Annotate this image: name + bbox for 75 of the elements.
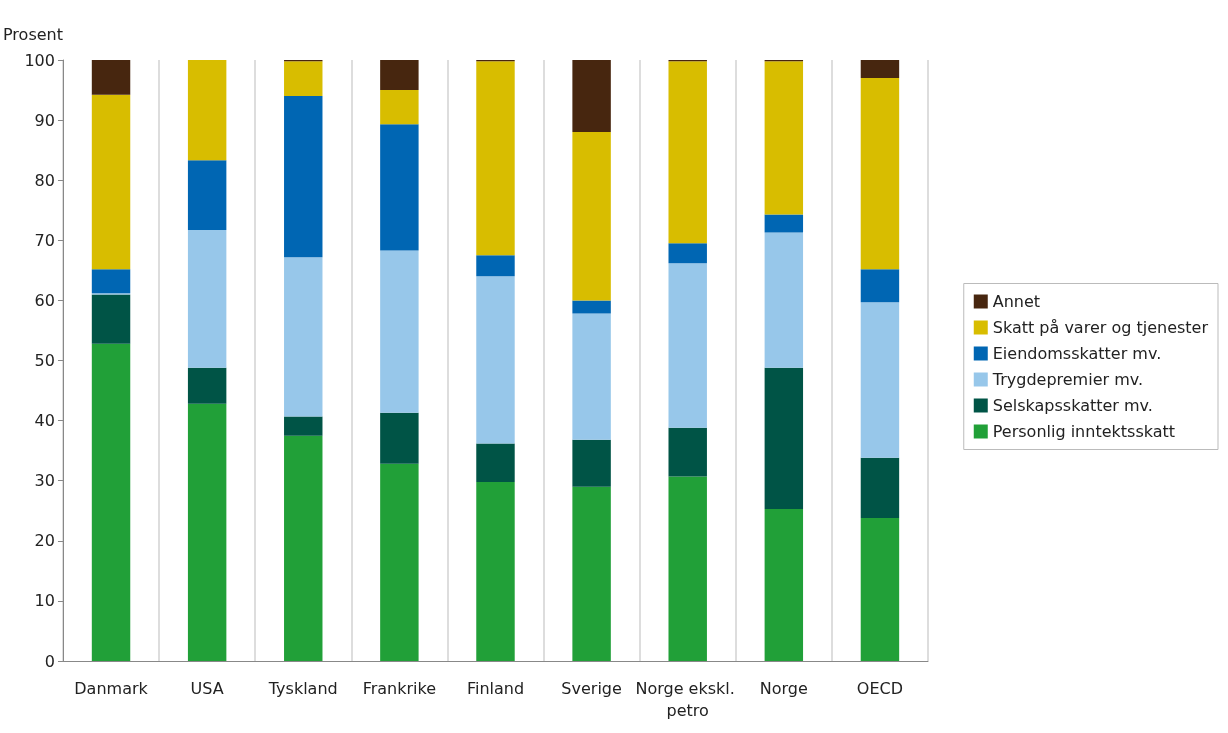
bar (764, 367, 804, 509)
x-tick-label: Norge ekskl. petro (635, 678, 740, 720)
bar (380, 463, 419, 661)
bar (764, 232, 804, 368)
bar (284, 257, 323, 417)
y-axis-title: Prosent (2, 24, 63, 44)
bar (284, 416, 323, 436)
bar (380, 90, 419, 125)
x-tick-label: USA (190, 678, 224, 698)
bar (380, 124, 419, 251)
x-tick-label: Sverige (561, 678, 622, 698)
y-tick-label: 70 (34, 230, 55, 250)
legend-label: Eiendomsskatter mv. (992, 344, 1162, 363)
y-tick-label: 10 (34, 591, 55, 611)
bar (764, 214, 804, 233)
bar (91, 294, 131, 344)
y-tick-label: 60 (34, 290, 55, 310)
bar (284, 435, 323, 661)
bar (860, 302, 900, 458)
bar (187, 230, 227, 368)
x-tick-label: Frankrike (362, 678, 437, 698)
bar (284, 61, 323, 97)
legend-label: Personlig inntektsskatt (992, 422, 1176, 441)
bar (764, 508, 804, 661)
bar (476, 61, 515, 256)
legend-label: Skatt på varer og tjenester (992, 318, 1209, 337)
x-tick-label: OECD (856, 678, 904, 698)
bar (572, 486, 611, 661)
y-tick-label: 20 (34, 531, 55, 551)
bar (187, 160, 227, 231)
x-tick-label: Norge (759, 678, 808, 698)
x-tick-label: Tyskland (267, 678, 338, 698)
bar (572, 313, 611, 440)
bar (668, 61, 707, 244)
y-tick-label: 40 (34, 411, 55, 431)
bar (668, 243, 707, 264)
bar (668, 263, 707, 428)
legend-label: Annet (992, 292, 1041, 311)
bar (91, 94, 131, 270)
bar (476, 276, 515, 444)
bar (380, 412, 419, 464)
y-tick-label: 80 (34, 170, 55, 190)
bar (380, 250, 419, 413)
bar (187, 367, 227, 404)
bar (91, 343, 131, 661)
bar (91, 269, 131, 294)
x-tick-label: Finland (466, 678, 525, 698)
bar (668, 427, 707, 477)
y-tick-label: 100 (24, 50, 55, 70)
bar (476, 255, 515, 277)
bar (187, 60, 227, 161)
bar (187, 403, 227, 661)
bar (284, 96, 323, 258)
y-tick-label: 0 (44, 651, 55, 671)
bar (572, 60, 611, 133)
bar (764, 61, 804, 215)
bar (860, 60, 900, 79)
bar (860, 269, 900, 303)
bar (860, 78, 900, 270)
bar (572, 132, 611, 301)
bar (380, 60, 419, 91)
legend-label: Selskapsskatter mv. (992, 396, 1153, 415)
y-tick-label: 30 (34, 471, 55, 491)
bar (572, 300, 611, 314)
x-tick-label: Danmark (74, 678, 149, 698)
bar (860, 517, 900, 661)
bar (860, 457, 900, 518)
bar (476, 443, 515, 482)
y-tick-label: 50 (34, 351, 55, 370)
y-tick-label: 90 (34, 110, 55, 130)
bar (91, 60, 131, 95)
bar (668, 476, 707, 661)
legend-label: Trygdepremier mv. (991, 370, 1144, 389)
bar (572, 439, 611, 487)
bar (476, 481, 515, 661)
